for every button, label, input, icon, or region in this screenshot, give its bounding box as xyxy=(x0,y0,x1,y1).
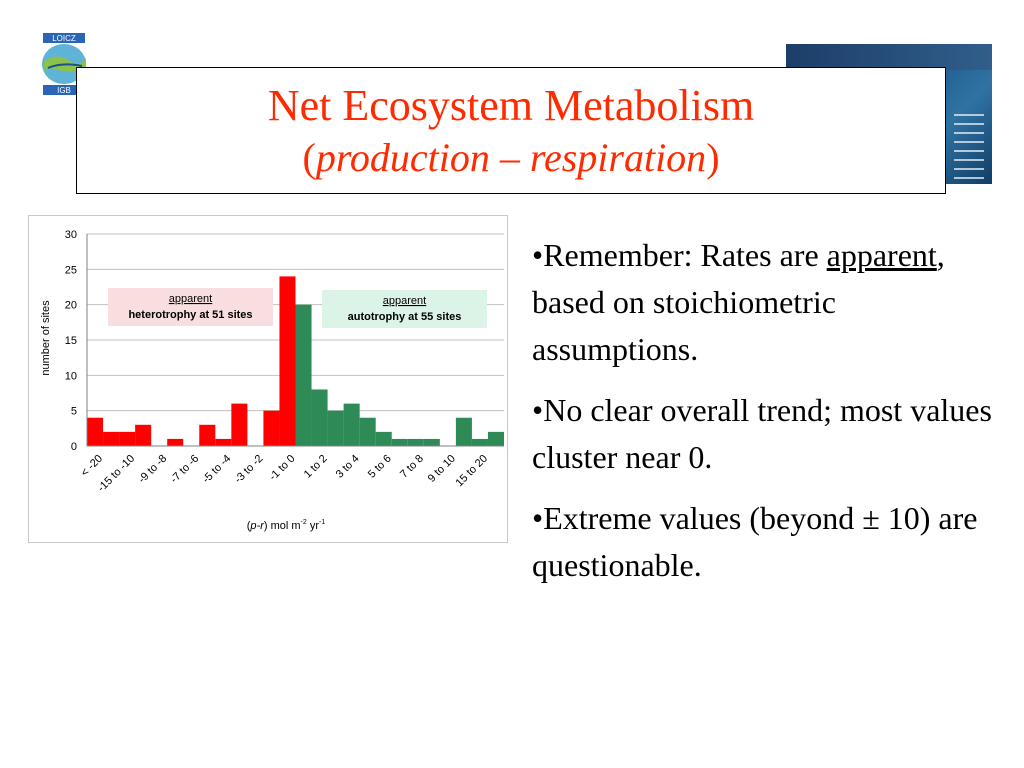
y-tick-label: 10 xyxy=(65,370,77,382)
histogram-bar xyxy=(167,438,184,446)
x-tick-label: 15 to 20 xyxy=(453,453,490,490)
histogram-bar xyxy=(231,403,248,446)
bullet-item: •Remember: Rates are apparent, based on … xyxy=(532,237,945,367)
annotation-title: apparent xyxy=(383,295,426,307)
slide-title: Net Ecosystem Metabolism xyxy=(267,81,755,130)
histogram-bar xyxy=(103,431,120,446)
histogram-bar xyxy=(327,410,344,446)
logo-top-text: LOICZ xyxy=(52,34,76,43)
histogram-bar xyxy=(471,438,488,446)
histogram-bar xyxy=(199,424,216,446)
y-axis-label: number of sites xyxy=(40,300,52,376)
annotation-text: autotrophy at 55 sites xyxy=(348,311,462,323)
x-tick-label: < -20 xyxy=(79,453,105,479)
x-tick-label: 3 to 4 xyxy=(334,453,362,481)
histogram-svg: apparent heterotrophy at 51 sites apparent… xyxy=(40,229,504,532)
y-tick-label: 20 xyxy=(65,300,77,312)
x-tick-label: 5 to 6 xyxy=(366,453,394,481)
y-tick-label: 5 xyxy=(71,406,77,418)
bullet-item: •Extreme values (beyond ± 10) are questi… xyxy=(532,500,978,583)
histogram-bar xyxy=(343,403,360,446)
y-tick-label: 25 xyxy=(65,264,77,276)
loicz-igbp-logo: LOICZ IGB xyxy=(42,33,86,95)
histogram-bar xyxy=(263,410,280,446)
y-tick-label: 0 xyxy=(71,441,77,453)
bullet-item: •No clear overall trend; most values clu… xyxy=(532,392,992,475)
histogram-bar xyxy=(119,431,136,446)
x-tick-label: -3 to -2 xyxy=(232,453,265,486)
histogram-bar xyxy=(391,438,408,446)
histogram-bar xyxy=(359,417,376,446)
histogram-bar xyxy=(375,431,392,446)
annotation-title: apparent xyxy=(169,293,212,305)
histogram-bar xyxy=(295,304,312,446)
histogram-bar xyxy=(87,417,104,446)
y-tick-label: 15 xyxy=(65,335,77,347)
x-tick-label: 7 to 8 xyxy=(398,453,426,481)
annotation-box xyxy=(322,290,487,328)
x-tick-label: 1 to 2 xyxy=(302,453,330,481)
histogram-bar xyxy=(215,438,232,446)
bullet-list: •Remember: Rates are apparent, based on … xyxy=(532,232,1002,603)
histogram-bar xyxy=(455,417,472,446)
x-tick-label: -7 to -6 xyxy=(168,453,201,486)
histogram-bar xyxy=(135,424,152,446)
histogram-bar xyxy=(311,389,328,446)
annotation-box xyxy=(108,288,273,326)
histogram-bar xyxy=(279,276,296,446)
histogram-bar xyxy=(407,438,424,446)
y-tick-label: 30 xyxy=(65,229,77,241)
x-axis-label: (p-r) mol m-2 yr-1 xyxy=(247,519,326,532)
x-tick-label: -1 to 0 xyxy=(267,453,298,484)
annotation-text: heterotrophy at 51 sites xyxy=(128,309,252,321)
histogram-bar xyxy=(423,438,440,446)
title-box: Net Ecosystem Metabolism (production – r… xyxy=(76,67,946,194)
x-tick-label: -5 to -4 xyxy=(200,453,233,486)
logo-bottom-text: IGB xyxy=(57,86,71,95)
histogram-bar xyxy=(487,431,504,446)
histogram-chart: apparent heterotrophy at 51 sites apparent… xyxy=(28,215,508,543)
slide-subtitle: (production – respiration) xyxy=(302,135,720,180)
x-tick-label: -9 to -8 xyxy=(136,453,169,486)
